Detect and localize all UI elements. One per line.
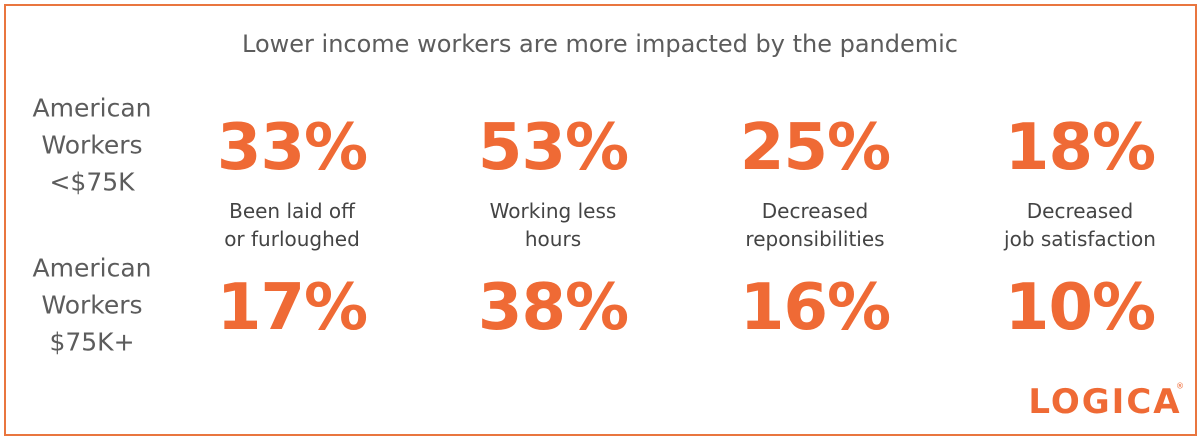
stat-value: 18% (1004, 111, 1156, 185)
stat-value: 10% (1004, 271, 1156, 345)
logo-mark: ® (1176, 381, 1184, 391)
stat-value: 33% (216, 111, 368, 185)
stat-value: 53% (477, 111, 629, 185)
stat-description: or furloughed (224, 227, 360, 251)
row-label: Workers (41, 130, 143, 160)
logo: LOGICA (1028, 382, 1182, 422)
row-label: American (32, 253, 152, 283)
stat-description: Decreased (1026, 199, 1134, 223)
stat-description: job satisfaction (1004, 227, 1156, 251)
row-label: American (32, 93, 152, 123)
frame (4, 4, 1197, 436)
row-label: <$75K (49, 167, 135, 197)
row-label: $75K+ (49, 327, 135, 357)
stat-description: Working less (489, 199, 617, 223)
stat-description: reponsibilities (745, 227, 885, 251)
stat-description: hours (524, 227, 582, 251)
stat-value: 25% (739, 111, 891, 185)
stat-value: 16% (739, 271, 891, 345)
row-label: Workers (41, 290, 143, 320)
title: Lower income workers are more impacted b… (242, 30, 958, 58)
stat-value: 17% (216, 271, 368, 345)
stat-value: 38% (477, 271, 629, 345)
stat-description: Decreased (761, 199, 869, 223)
stat-description: Been laid off (229, 199, 355, 223)
